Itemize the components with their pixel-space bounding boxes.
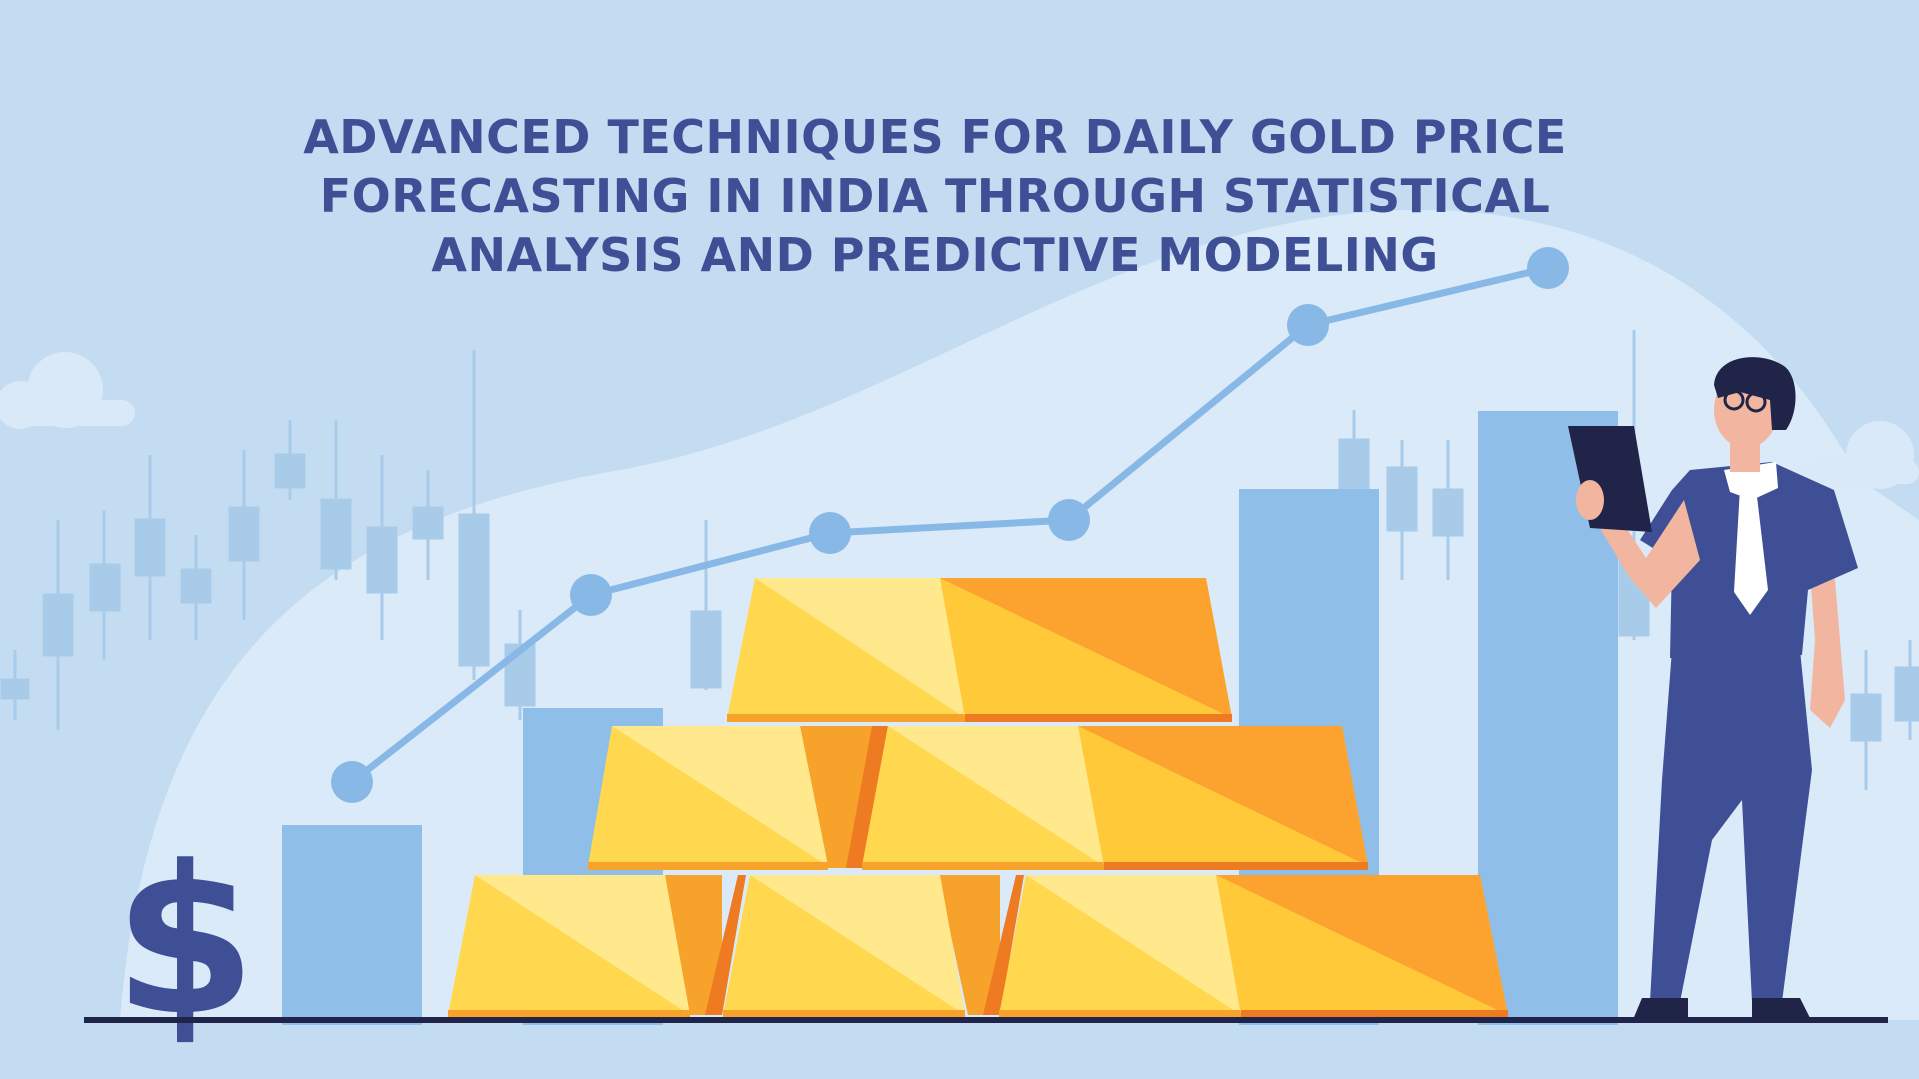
gold-bar: [727, 578, 965, 722]
title-line-1: ADVANCED TECHNIQUES FOR DAILY GOLD PRICE: [303, 110, 1567, 164]
page-title: ADVANCED TECHNIQUES FOR DAILY GOLD PRICE…: [240, 108, 1630, 285]
trend-point: [1287, 304, 1329, 346]
trend-line-path: [349, 264, 1549, 785]
title-line-2: FORECASTING IN INDIA THROUGH STATISTICAL: [319, 169, 1551, 223]
bar-1: [282, 825, 422, 1025]
trend-point: [570, 574, 612, 616]
trend-point: [809, 512, 851, 554]
dollar-sign-icon: $: [114, 823, 257, 1061]
person-with-tablet: [1568, 357, 1858, 1022]
gold-bar: [999, 875, 1241, 1018]
trend-point: [331, 761, 373, 803]
gold-bar: [448, 875, 690, 1018]
title-line-3: ANALYSIS AND PREDICTIVE MODELING: [431, 228, 1439, 282]
trend-point: [1048, 499, 1090, 541]
trend-point: [1527, 247, 1569, 289]
gold-bar: [862, 726, 1104, 870]
gold-bar: [1216, 875, 1508, 1018]
ground-line: [84, 1017, 1888, 1023]
gold-bar: [588, 726, 828, 870]
gold-bar: [1078, 726, 1368, 870]
cloud-left: [0, 352, 135, 429]
gold-bar: [940, 578, 1232, 722]
candlestick-chart-bg: [0, 330, 1919, 790]
cloud-right: [1800, 421, 1919, 489]
gold-bars: [448, 578, 1508, 1018]
gold-bar: [723, 875, 965, 1018]
trend-line: [331, 247, 1569, 803]
